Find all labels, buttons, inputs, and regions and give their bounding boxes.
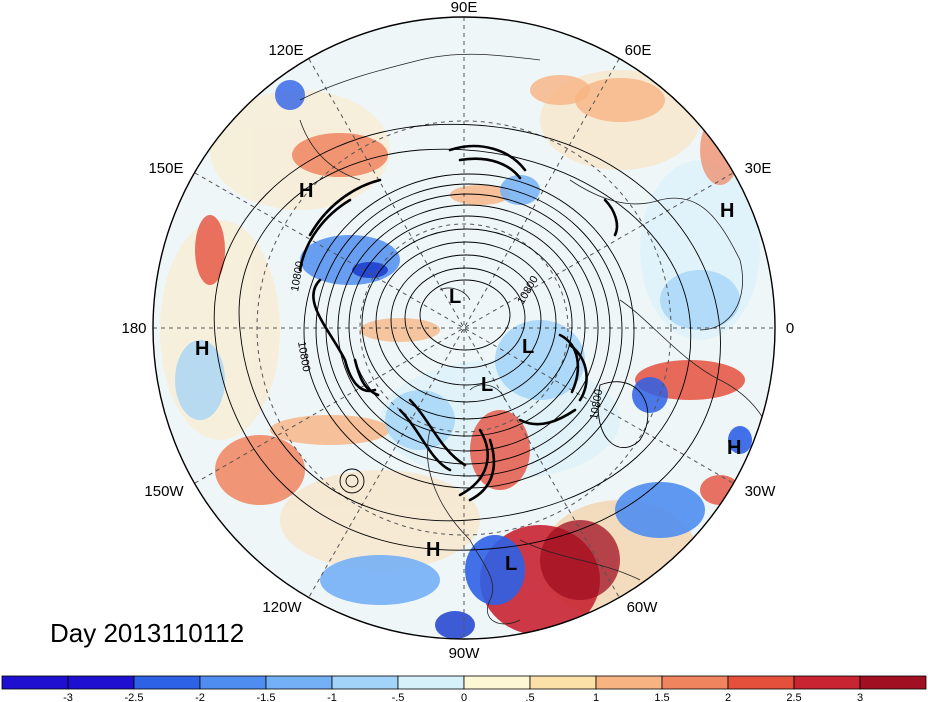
- colorbar-swatch: [793, 675, 861, 690]
- longitude-labels: 90E 60E 30E 0 30W 60W 90W 120W 150W 180 …: [121, 0, 794, 662]
- contour-label: 10800: [289, 260, 306, 292]
- low-pressure-label: L: [505, 553, 517, 575]
- colorbar-tick-label: 0: [461, 692, 467, 702]
- colorbar-tick-label: -1: [327, 692, 337, 702]
- contour-label: 10800: [295, 340, 312, 372]
- coastlines: [299, 53, 775, 625]
- pressure-systems: H H H H H L L L L: [195, 180, 741, 575]
- colorbar-swatch: [529, 675, 597, 690]
- lon-label-60w: 60W: [627, 599, 659, 616]
- colorbar-swatch: [661, 675, 729, 690]
- lon-label-180: 180: [121, 320, 146, 337]
- colorbar-swatch: [67, 675, 135, 690]
- colorbar-tick-label: 1.5: [654, 692, 669, 702]
- lon-label-30w: 30W: [745, 483, 777, 500]
- colorbar-tick-label: 2.5: [786, 692, 801, 702]
- jet-stream-contours: [298, 144, 619, 502]
- high-pressure-label: H: [720, 200, 734, 222]
- low-pressure-label: L: [449, 286, 461, 308]
- lon-label-120e: 120E: [268, 42, 303, 59]
- lon-label-60e: 60E: [625, 42, 652, 59]
- temperature-anomaly-field: [153, 17, 775, 639]
- colorbar-tick-label: -1.5: [257, 692, 276, 702]
- colorbar-swatch: [133, 675, 201, 690]
- colorbar-swatch: [199, 675, 267, 690]
- colorbar-swatch: [265, 675, 333, 690]
- high-pressure-label: H: [195, 338, 209, 360]
- colorbar-swatch: [397, 675, 465, 690]
- colorbar-swatch: [331, 675, 399, 690]
- lon-label-90e: 90E: [451, 0, 478, 16]
- colorbar-tick-label: -2.5: [125, 692, 144, 702]
- lon-label-90w: 90W: [449, 645, 481, 662]
- contour-label: 10800: [588, 388, 605, 420]
- colorbar-tick-label: 1: [593, 692, 599, 702]
- colorbar-swatch: [1, 675, 69, 690]
- colorbar-tick-label: -3: [63, 692, 73, 702]
- high-pressure-label: H: [426, 539, 440, 561]
- colorbar-tick-label: -.5: [392, 692, 405, 702]
- colorbar-swatch: [859, 675, 927, 690]
- colorbar: -3 -2.5 -2 -1.5 -1 -.5 0 .5 1 1.5 2 2.5 3: [1, 675, 927, 702]
- lon-label-120w: 120W: [262, 599, 302, 616]
- map-border: [152, 16, 776, 640]
- colorbar-tick-label: 3: [857, 692, 863, 702]
- colorbar-tick-label: .5: [525, 692, 534, 702]
- high-pressure-label: H: [727, 437, 741, 459]
- lon-label-150w: 150W: [144, 483, 184, 500]
- colorbar-swatch: [727, 675, 795, 690]
- colorbar-swatch: [595, 675, 663, 690]
- colorbar-tick-label: -2: [195, 692, 205, 702]
- high-pressure-label: H: [299, 180, 313, 202]
- colorbar-tick-label: 2: [725, 692, 731, 702]
- low-pressure-label: L: [522, 336, 534, 358]
- lon-label-0: 0: [786, 320, 794, 337]
- lon-label-150e: 150E: [148, 160, 183, 177]
- graticule: [153, 17, 775, 639]
- date-label: Day 2013110112: [50, 618, 245, 648]
- colorbar-swatch: [463, 675, 531, 690]
- low-pressure-label: L: [481, 374, 493, 396]
- lon-label-30e: 30E: [745, 160, 772, 177]
